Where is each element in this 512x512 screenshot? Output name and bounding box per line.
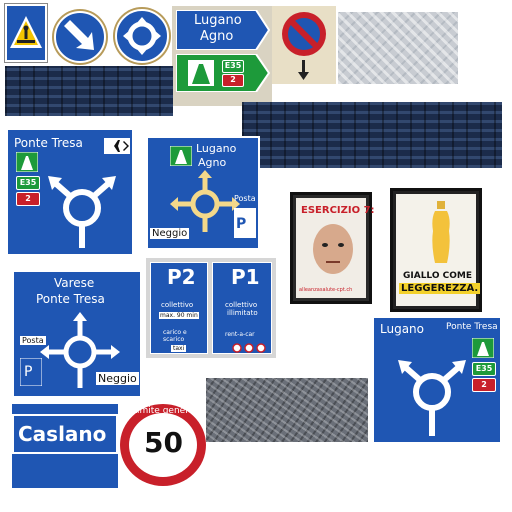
pointer-line2: Agno [200,29,234,44]
p1-duration: illimitato [227,309,258,317]
route-badge: E35 [16,176,40,190]
parking-p1-sign: P1 collettivo illimitato rent-a-car [212,262,272,354]
caslano-plate [12,414,118,454]
svg-text:P: P [236,216,246,232]
line1-label: Varese [54,276,95,290]
route-number-badge: 2 [16,192,40,206]
texture-asphalt [206,378,368,442]
route-number-badge: 2 [222,74,244,87]
parking-sign-panel: P2 collettivo max. 90 min carico e scari… [146,258,276,358]
texture-blue-stone-top [5,66,173,116]
roundabout-diagram-icon [170,170,240,232]
line1-label: Lugano [196,142,237,155]
arrow-down-right-icon [52,9,108,65]
pedestrian-crossing-sign [5,4,47,62]
poster-footer: alleanzasalute-cpt.ch [299,287,353,293]
line2-label: Agno [198,156,227,169]
no-parking-sign [272,6,336,84]
fee-symbols-icon [232,343,266,353]
p1-rent: rent-a-car [225,331,255,338]
poster-headline: ESERCIZIO 7: [301,205,375,216]
svg-text:P: P [24,364,32,380]
left-label: Neggio [150,228,190,239]
airplane-icon [104,138,130,154]
caslano-sign: Caslano [12,404,118,488]
p2-purpose1: carico e [163,329,187,336]
lugano-agno-pointer-sign: Lugano Agno E35 2 [172,6,272,106]
motorway-icon [170,146,192,166]
lugano-ponte-tresa-roundabout-sign: Lugano Ponte Tresa E35 2 [372,316,502,444]
p1-label: P1 [231,265,260,289]
ponte-tresa-roundabout-sign: Ponte Tresa E35 2 [6,128,134,256]
texture-blue-stone-right [242,102,502,168]
direction-arrow-sign [50,8,110,66]
route-badge: E35 [472,362,496,376]
p2-type: collettivo [161,301,194,309]
motorway-icon [16,152,38,172]
roundabout-diagram-icon [398,360,466,436]
p2-max: max. 90 min [159,312,199,319]
motorway-pointer-shape [176,54,270,92]
pedestrian-crossing-icon [10,16,42,48]
caslano-name: Caslano [18,422,107,446]
left-label: Lugano [380,322,424,336]
left-label: Posta [20,336,46,345]
pointer-line1: Lugano [194,13,242,28]
poster-line1: GIALLO COME [403,271,472,281]
roundabout-arrows-icon [113,7,171,65]
destination-label: Ponte Tresa [14,136,83,150]
route-badge: E35 [222,60,244,73]
poster-line2: LEGGEREZZA. [399,283,481,294]
route-number-badge: 2 [472,378,496,392]
motorway-icon [472,338,494,358]
varese-roundabout-sign: Varese Ponte Tresa Posta P Neggio [12,270,142,398]
poster-esercizio: ESERCIZIO 7: alleanzasalute-cpt.ch [290,192,375,304]
right-label: Neggio [96,372,139,385]
speed-value: 50 [144,426,183,459]
poster-giallo: GIALLO COME LEGGEREZZA. [390,188,482,312]
roundabout-mandatory-sign [112,6,172,66]
p1-type: collettivo [225,301,258,309]
texture-gravel-light [338,12,458,84]
p2-taxi: taxi [171,345,187,352]
p2-purpose2: scarico [163,336,185,343]
parking-icon: P [234,208,256,238]
bottle-icon [432,201,450,263]
speed-limit-icon [120,404,206,486]
parking-icon: P [20,358,42,386]
lugano-agno-roundabout-sign: Lugano Agno Posta Neggio P [146,136,260,250]
right-label: Posta [234,194,256,203]
parking-p2-sign: P2 collettivo max. 90 min carico e scari… [150,262,208,354]
face-photo-icon [313,224,353,274]
p2-label: P2 [167,265,196,289]
speed-caption: Limite generale [132,406,203,416]
speed-limit-sign: Limite generale 50 [118,402,208,488]
no-parking-icon [282,12,326,80]
roundabout-diagram-icon [40,312,120,388]
pointer-shape [176,10,270,50]
roundabout-diagram-icon [48,176,116,248]
line2-label: Ponte Tresa [36,292,105,306]
right-label: Ponte Tresa [446,322,498,332]
